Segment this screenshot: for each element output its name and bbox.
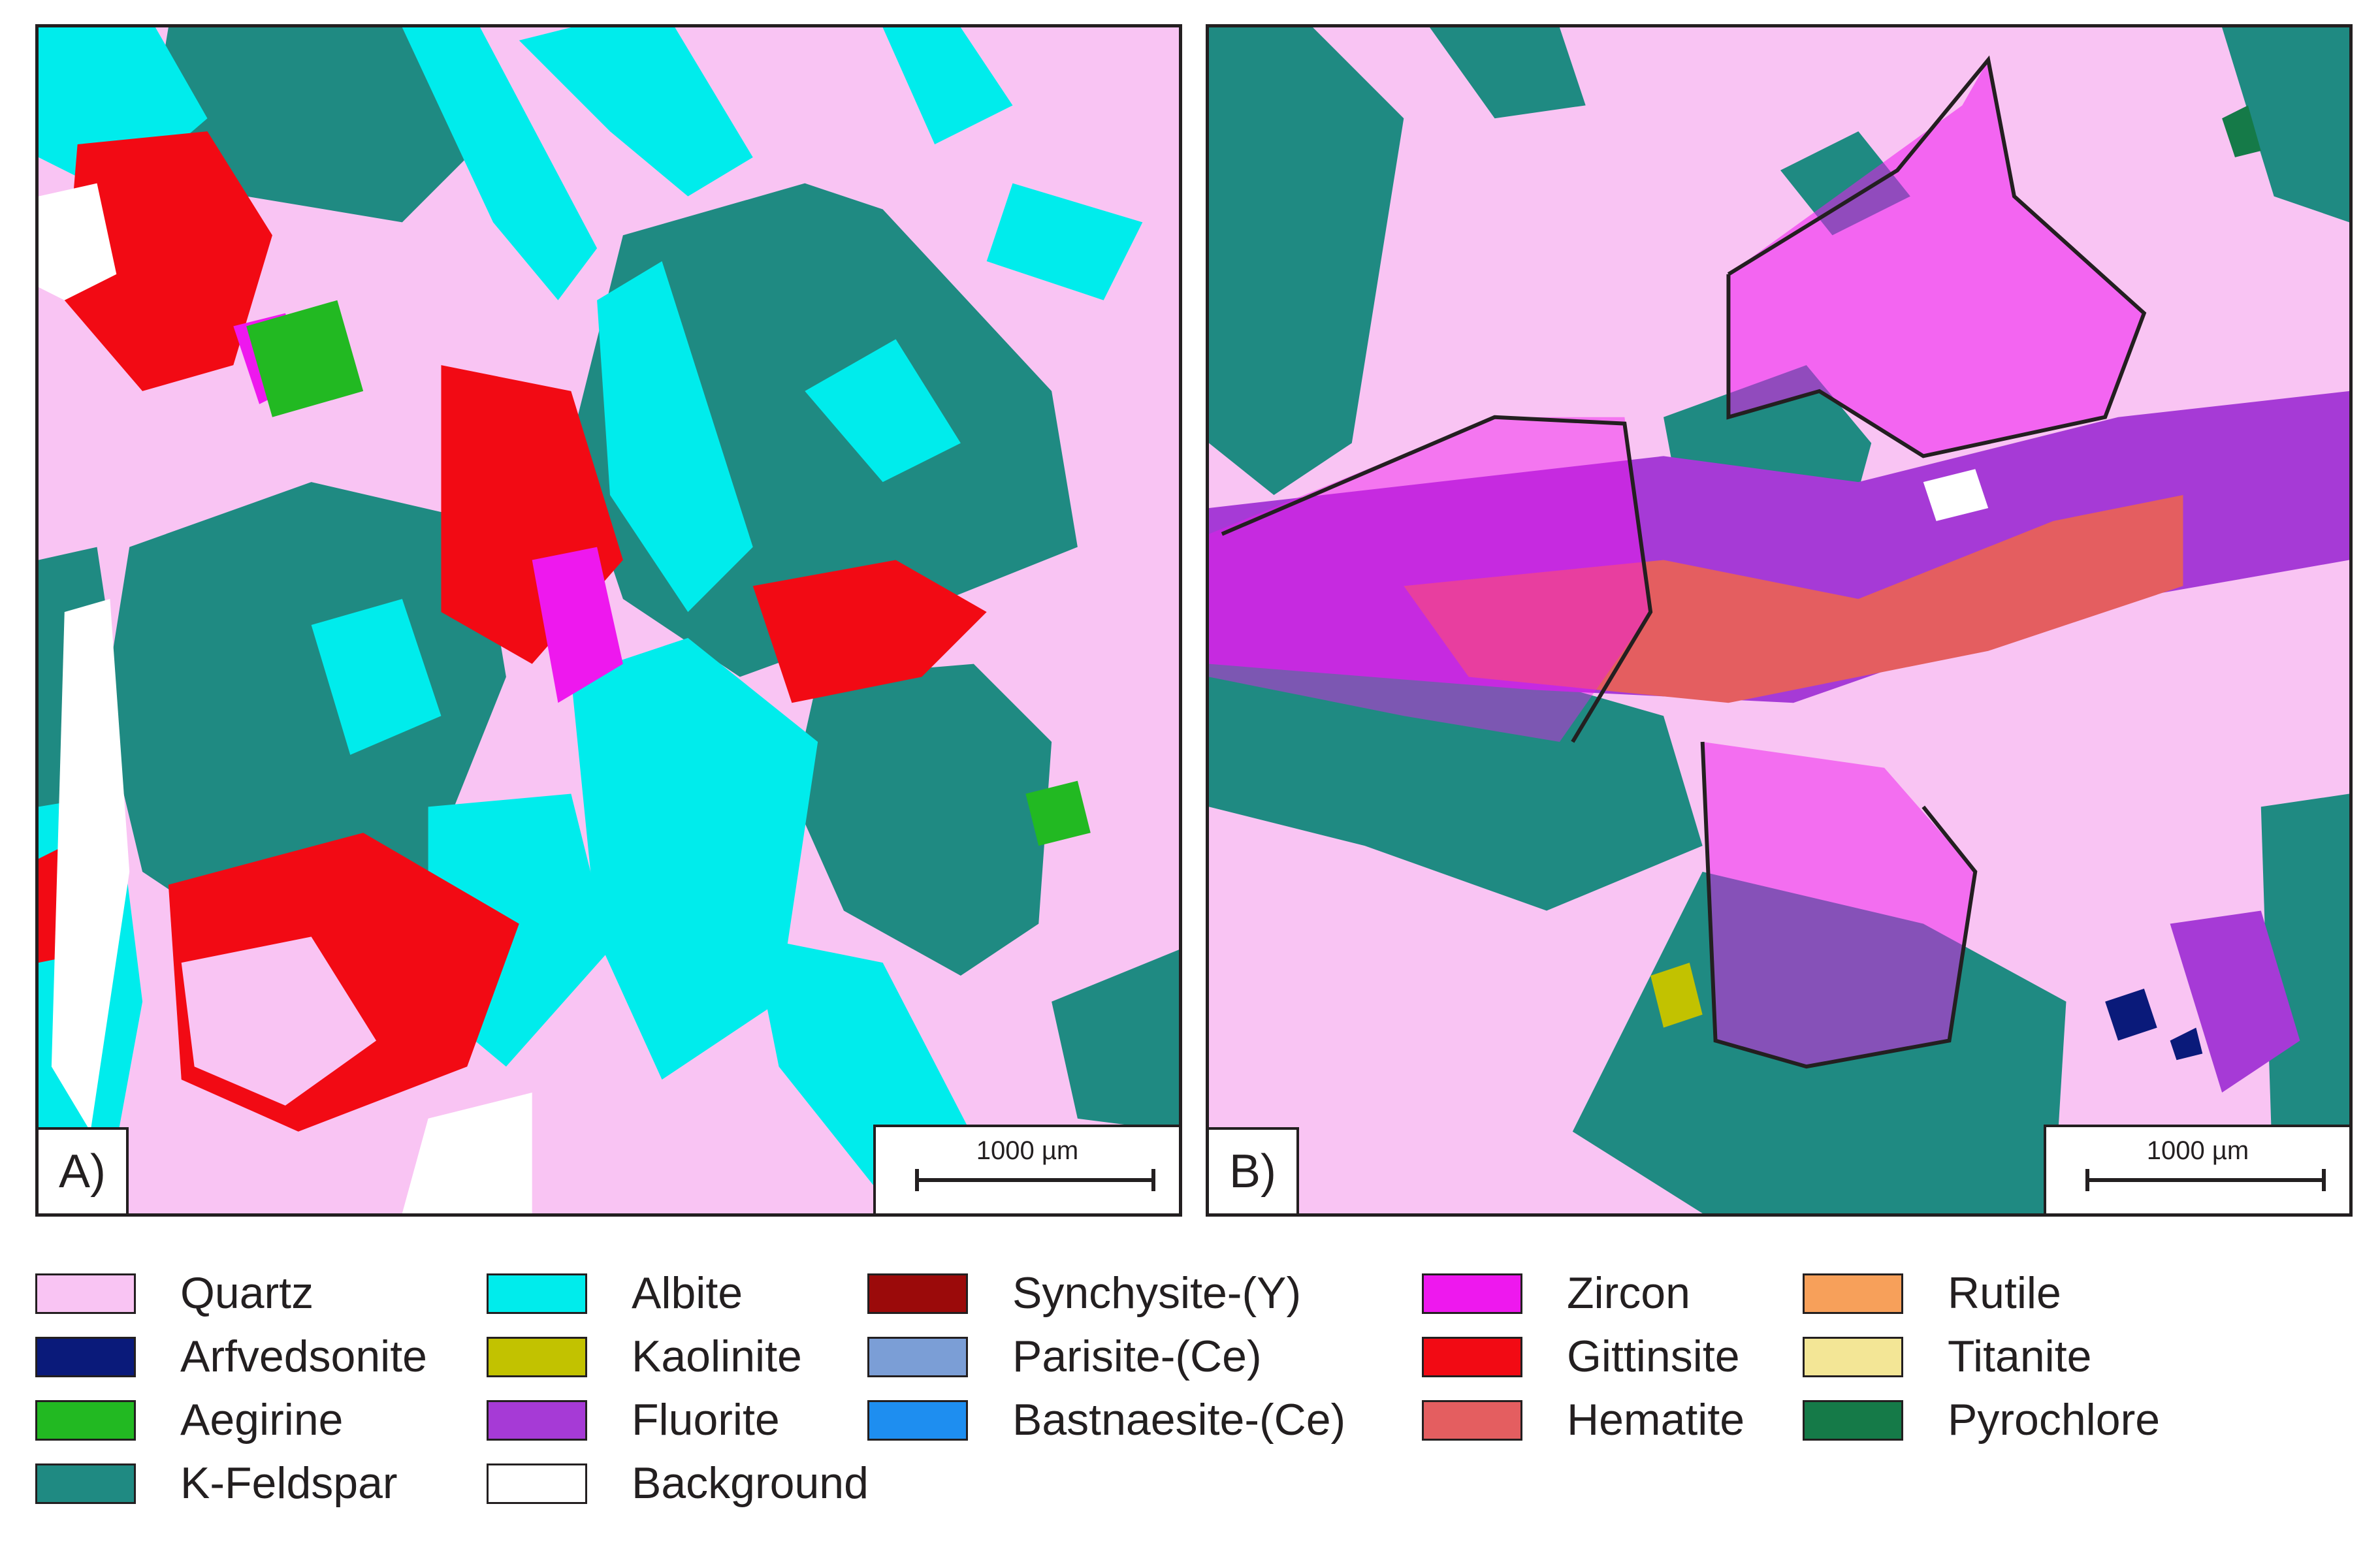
scale-bar-line	[915, 1178, 1155, 1182]
legend-label: Fluorite	[632, 1395, 780, 1445]
legend-swatch	[867, 1400, 968, 1441]
legend-swatch	[35, 1400, 136, 1441]
legend-label: Gittinsite	[1567, 1332, 1740, 1381]
mineral-map-b-image	[1209, 27, 2349, 1213]
legend-swatch	[867, 1273, 968, 1314]
legend-swatch	[35, 1337, 136, 1377]
legend-label: Parisite-(Ce)	[1012, 1332, 1262, 1381]
legend-swatch	[1803, 1400, 1903, 1441]
scale-bar-tick	[2085, 1169, 2089, 1191]
legend-swatch	[487, 1337, 587, 1377]
scale-bar-tick	[2322, 1169, 2326, 1191]
legend-label: Pyrochlore	[1948, 1395, 2161, 1445]
panel-label: A)	[39, 1127, 129, 1213]
legend-swatch	[487, 1400, 587, 1441]
legend-label: Quartz	[180, 1268, 314, 1318]
scale-bar-line	[2085, 1178, 2326, 1182]
legend-swatch	[487, 1273, 587, 1314]
legend-label: Rutile	[1948, 1268, 2061, 1318]
mineral-map-a-image	[39, 27, 1179, 1213]
legend-label: Kaolinite	[632, 1332, 802, 1381]
legend-label: Arfvedsonite	[180, 1332, 427, 1381]
scale-bar-label: 1000 µm	[976, 1136, 1079, 1165]
mineral-map-b: B) 1000 µm	[1206, 24, 2353, 1217]
legend-swatch	[1803, 1337, 1903, 1377]
mineral-map-a: A) 1000 µm	[35, 24, 1182, 1217]
legend-label: Background	[632, 1458, 869, 1508]
legend-label: Albite	[632, 1268, 743, 1318]
legend-label: Synchysite-(Y)	[1012, 1268, 1302, 1318]
panel-label: B)	[1209, 1127, 1299, 1213]
legend-label: K-Feldspar	[180, 1458, 398, 1508]
legend-label: Aegirine	[180, 1395, 344, 1445]
legend-swatch	[1422, 1400, 1522, 1441]
legend-label: Hematite	[1567, 1395, 1745, 1445]
legend-label: Titanite	[1948, 1332, 2092, 1381]
scale-bar: 1000 µm	[2044, 1125, 2349, 1213]
scale-bar-label: 1000 µm	[2146, 1136, 2249, 1165]
legend-swatch	[35, 1273, 136, 1314]
legend-label: Bastnaesite-(Ce)	[1012, 1395, 1346, 1445]
legend-swatch	[1422, 1273, 1522, 1314]
legend-swatch	[1803, 1273, 1903, 1314]
legend-swatch	[487, 1463, 587, 1504]
scale-bar-tick	[915, 1169, 919, 1191]
scale-bar-tick	[1151, 1169, 1155, 1191]
mineral-legend: Quartz Arfvedsonite Aegirine K-Feldspar Albi…	[0, 1267, 2380, 1541]
legend-label: Zircon	[1567, 1268, 1690, 1318]
legend-swatch	[35, 1463, 136, 1504]
scale-bar: 1000 µm	[873, 1125, 1179, 1213]
legend-swatch	[1422, 1337, 1522, 1377]
legend-swatch	[867, 1337, 968, 1377]
